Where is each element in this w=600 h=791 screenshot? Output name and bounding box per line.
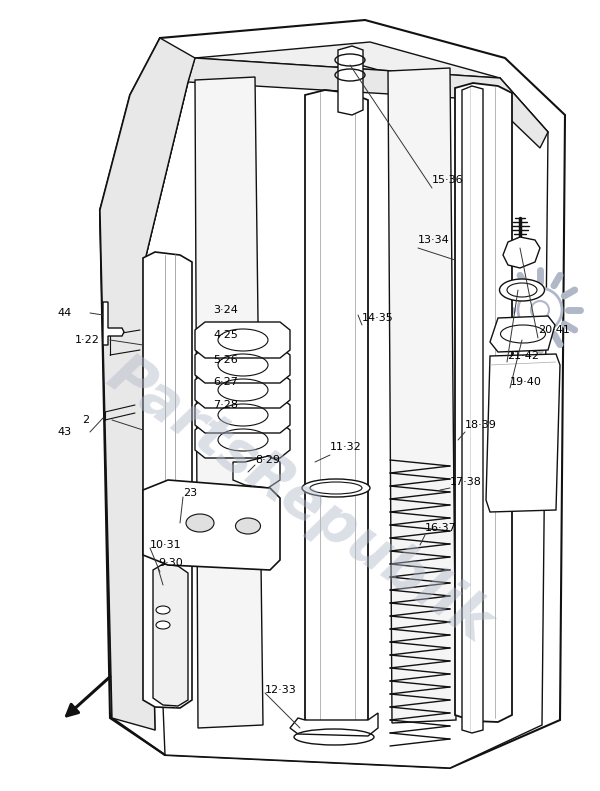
Text: 16·37: 16·37 — [425, 523, 457, 533]
Polygon shape — [188, 58, 548, 148]
Text: 44: 44 — [57, 308, 71, 318]
Text: PartsRepublik: PartsRepublik — [97, 346, 503, 654]
Text: 3·24: 3·24 — [213, 305, 238, 315]
Polygon shape — [290, 713, 378, 736]
Text: 11·32: 11·32 — [330, 442, 362, 452]
Polygon shape — [455, 83, 512, 722]
Polygon shape — [195, 372, 290, 408]
Polygon shape — [103, 302, 124, 345]
Text: 4·25: 4·25 — [213, 330, 238, 340]
Polygon shape — [100, 20, 565, 768]
Polygon shape — [503, 237, 540, 268]
Text: 2: 2 — [82, 415, 89, 425]
Polygon shape — [153, 564, 188, 706]
Text: 10·31: 10·31 — [150, 540, 182, 550]
Text: 7·28: 7·28 — [213, 400, 238, 410]
Polygon shape — [100, 38, 195, 730]
Polygon shape — [490, 316, 555, 352]
Polygon shape — [143, 480, 280, 570]
Polygon shape — [195, 397, 290, 433]
Text: 18·39: 18·39 — [465, 420, 497, 430]
Polygon shape — [195, 422, 290, 458]
Polygon shape — [143, 252, 192, 708]
Polygon shape — [338, 46, 363, 115]
Ellipse shape — [302, 479, 370, 497]
Text: 20·41: 20·41 — [538, 325, 570, 335]
Ellipse shape — [518, 288, 562, 332]
Ellipse shape — [235, 518, 260, 534]
Polygon shape — [462, 86, 483, 733]
Ellipse shape — [156, 621, 170, 629]
Text: 8·29: 8·29 — [255, 455, 280, 465]
Polygon shape — [195, 347, 290, 383]
Polygon shape — [188, 42, 548, 148]
Polygon shape — [195, 322, 290, 358]
Text: 1·22: 1·22 — [75, 335, 100, 345]
Polygon shape — [388, 68, 456, 723]
Text: 19·40: 19·40 — [510, 377, 542, 387]
Text: 5·26: 5·26 — [213, 355, 238, 365]
Text: 13·34: 13·34 — [418, 235, 450, 245]
Ellipse shape — [156, 606, 170, 614]
Text: 23: 23 — [183, 488, 197, 498]
Polygon shape — [195, 77, 263, 728]
Text: 9·30: 9·30 — [158, 558, 183, 568]
Text: 21·42: 21·42 — [507, 351, 539, 361]
Text: 12·33: 12·33 — [265, 685, 297, 695]
Polygon shape — [486, 354, 560, 512]
Polygon shape — [305, 90, 368, 728]
Text: 17·38: 17·38 — [450, 477, 482, 487]
Text: 15·36: 15·36 — [432, 175, 464, 185]
Text: 14·35: 14·35 — [362, 313, 394, 323]
Text: 6·27: 6·27 — [213, 377, 238, 387]
Polygon shape — [145, 58, 548, 768]
Polygon shape — [233, 456, 280, 488]
Text: 43: 43 — [57, 427, 71, 437]
Ellipse shape — [499, 279, 544, 301]
Ellipse shape — [186, 514, 214, 532]
